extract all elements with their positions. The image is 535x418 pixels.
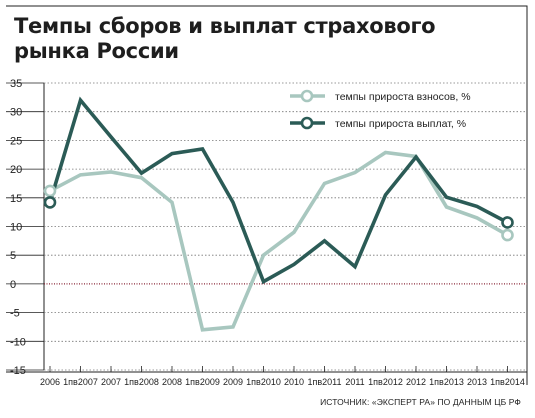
x-tick-label: 2009 bbox=[223, 377, 243, 387]
x-tick-label: 2011 bbox=[345, 377, 364, 387]
y-tick-label: 15 bbox=[10, 193, 22, 205]
x-tick-label: 2006 bbox=[40, 377, 60, 387]
x-tick-label: 1пв2014 bbox=[490, 377, 525, 387]
y-tick-label: 35 bbox=[10, 78, 22, 90]
y-tick-label: 30 bbox=[10, 107, 22, 119]
x-tick-label: 2013 bbox=[467, 377, 487, 387]
x-tick-label: 2012 bbox=[406, 377, 426, 387]
legend-label: темпы прироста выплат, % bbox=[335, 118, 466, 130]
y-tick-label: -10 bbox=[10, 336, 26, 348]
legend-swatch-marker bbox=[300, 89, 314, 103]
outer-frame bbox=[6, 5, 528, 385]
y-tick-label: 0 bbox=[10, 279, 16, 291]
x-tick-label: 1пв2012 bbox=[368, 377, 403, 387]
x-tick-label: 1пв2013 bbox=[429, 377, 464, 387]
y-tick-label: 10 bbox=[10, 222, 22, 234]
y-tick-label: -5 bbox=[10, 308, 20, 320]
chart-title: Темпы сборов и выплат страхового рынка Р… bbox=[14, 14, 436, 63]
series-2-end-marker bbox=[501, 216, 514, 229]
legend-label: темпы прироста взносов, % bbox=[335, 91, 471, 103]
x-tick-label: 2008 bbox=[162, 377, 182, 387]
y-tick-label: 5 bbox=[10, 250, 16, 262]
y-tick-label: 20 bbox=[10, 164, 22, 176]
x-tick-label: 1пв2011 bbox=[307, 377, 341, 387]
x-tick-label: 1пв2008 bbox=[124, 377, 159, 387]
x-tick-label: 2010 bbox=[284, 377, 304, 387]
source-note: ИСТОЧНИК: «ЭКСПЕРТ РА» ПО ДАННЫМ ЦБ РФ bbox=[320, 397, 521, 407]
x-tick-label: 1пв2009 bbox=[185, 377, 220, 387]
y-tick-label: 25 bbox=[10, 135, 22, 147]
x-tick-label: 1пв2007 bbox=[63, 377, 98, 387]
series-1-end-marker bbox=[501, 228, 514, 242]
series-line-1 bbox=[49, 150, 509, 332]
series-1-end-marker bbox=[43, 184, 57, 198]
x-tick-label: 2007 bbox=[101, 377, 121, 387]
series-line-2 bbox=[48, 96, 509, 285]
x-tick-label: 1пв2010 bbox=[246, 377, 281, 387]
series-2-end-marker bbox=[43, 196, 57, 209]
legend-swatch-marker bbox=[300, 116, 314, 130]
y-tick-label: -15 bbox=[10, 365, 26, 377]
